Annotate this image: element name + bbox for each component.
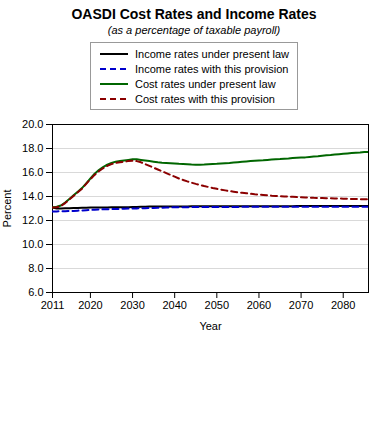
svg-text:12.0: 12.0 [22,214,43,226]
html-text:Income rates with this provisi: Income rates with this provision [135,62,289,75]
svg-text:Year: Year [199,320,222,332]
svg-text:Percent: Percent [1,190,13,228]
svg-text:2030: 2030 [120,299,144,311]
svg-text:2070: 2070 [289,299,313,311]
html-text:Income rates under present law: Income rates under present law [135,47,289,60]
svg-text:2050: 2050 [205,299,229,311]
svg-text:2060: 2060 [247,299,271,311]
html-text:OASDI Cost Rates and Income Ra: OASDI Cost Rates and Income Rates [71,6,317,22]
svg-text:2020: 2020 [78,299,102,311]
svg-text:18.0: 18.0 [22,142,43,154]
svg-text:2080: 2080 [331,299,355,311]
html-text:Cost rates with this provision: Cost rates with this provision [135,92,275,105]
html-text:Cost rates under present law: Cost rates under present law [135,77,276,90]
html-text:(as a percentage of taxable pa: (as a percentage of taxable payroll) [107,24,281,36]
svg-text:20.0: 20.0 [22,118,43,130]
svg-text:16.0: 16.0 [22,166,43,178]
svg-text:14.0: 14.0 [22,190,43,202]
svg-text:2011: 2011 [41,299,65,311]
svg-text:6.0: 6.0 [28,286,43,298]
svg-text:8.0: 8.0 [28,262,43,274]
svg-text:10.0: 10.0 [22,238,43,250]
svg-text:2040: 2040 [162,299,186,311]
